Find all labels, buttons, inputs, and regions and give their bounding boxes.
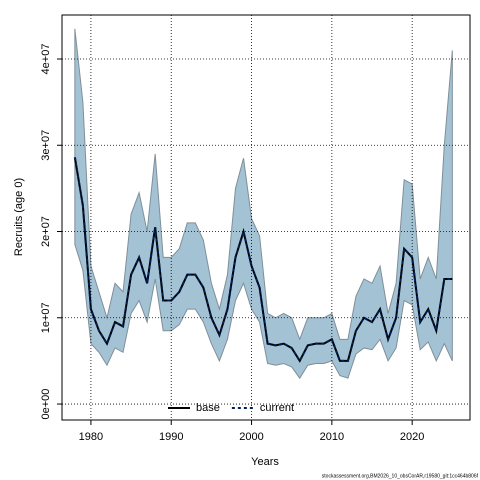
y-tick-label: 4e+07 (40, 44, 52, 75)
confidence-band (74, 28, 453, 380)
y-tick-label: 3e+07 (40, 130, 52, 161)
series-line (73, 157, 453, 363)
y-axis-label: Recruits (age 0) (13, 178, 25, 256)
plot-frame (61, 14, 471, 421)
y-tick-label: 1e+07 (40, 302, 52, 333)
y-tick-label: 0e+00 (40, 389, 52, 420)
footer: stockassessment.org,BM2026_10_obsCorAR,r… (322, 473, 479, 479)
x-tick-label: 2010 (320, 431, 344, 443)
x-tick-label: 1990 (159, 431, 183, 443)
x-tick-label: 2020 (400, 431, 424, 443)
x-tick-label: 2000 (239, 431, 263, 443)
legend-label: base (196, 402, 220, 414)
x-tick-label: 1980 (79, 431, 103, 443)
legend-label: current (260, 402, 294, 414)
y-tick-label: 2e+07 (40, 216, 52, 247)
x-axis-label: Years (251, 456, 279, 468)
